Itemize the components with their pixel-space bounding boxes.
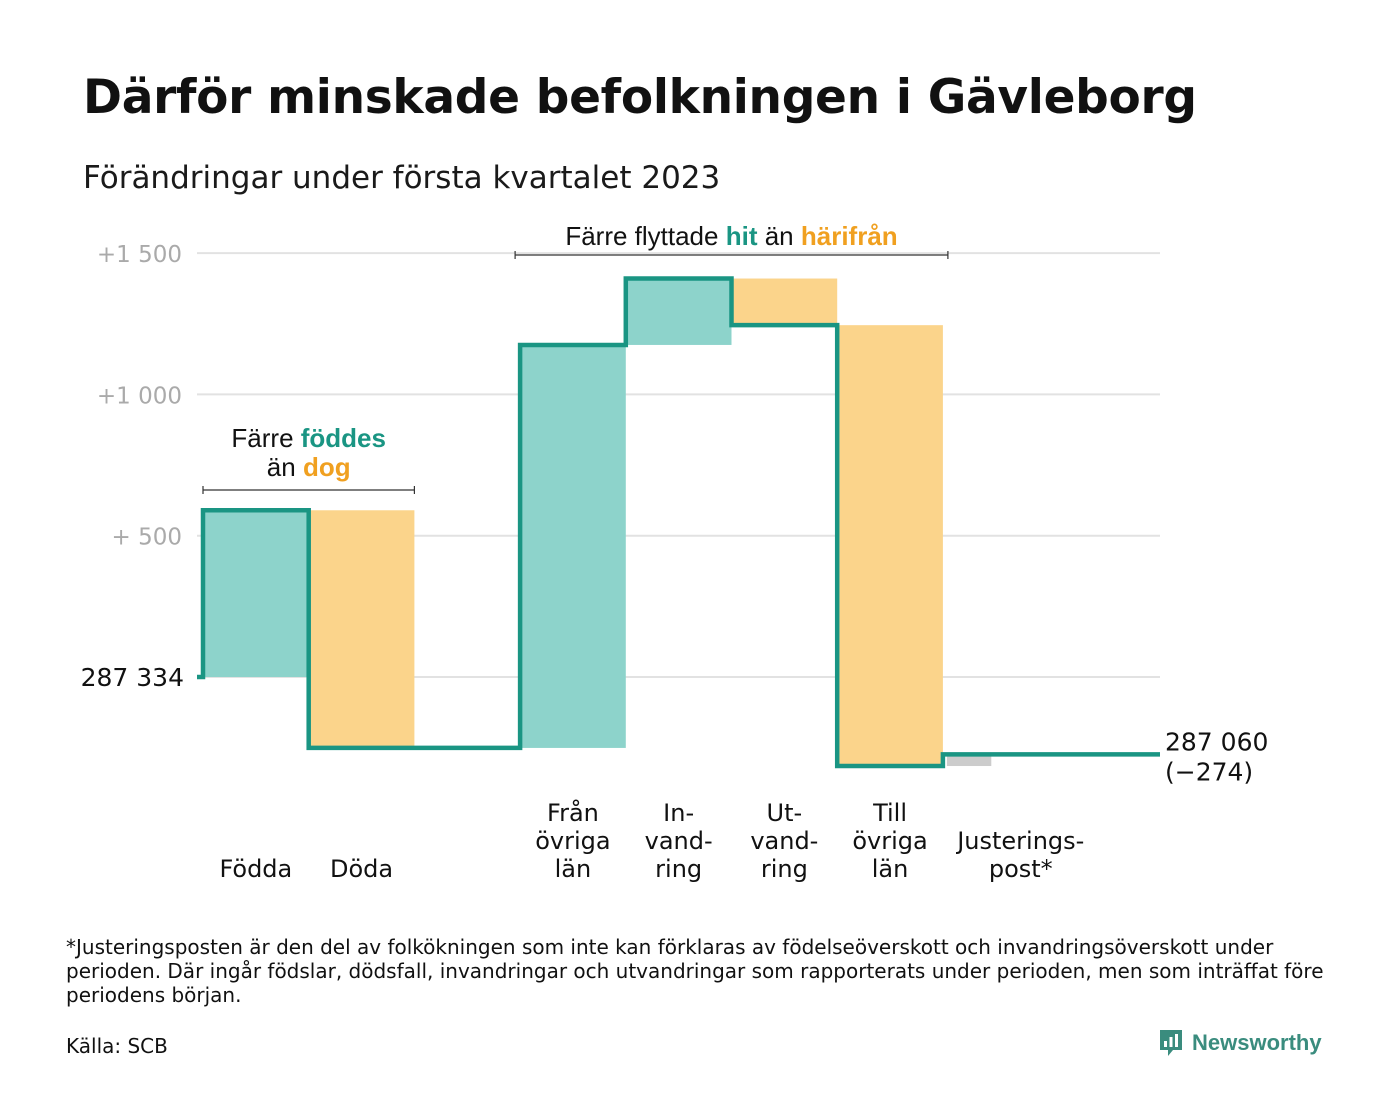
bar-out [837,325,943,767]
category-label: Ut- [767,799,803,827]
source-note: Källa: SCB [66,1034,168,1058]
end-value-label: 287 060 [1165,727,1268,756]
category-label: övriga [535,827,610,855]
y-tick-label: + 500 [112,525,182,551]
chart-title: Därför minskade befolkningen i Gävleborg [83,70,1197,125]
start-value-label: 287 334 [81,663,184,692]
y-tick-label: +1 500 [97,242,182,268]
category-label: Justerings- [955,827,1084,855]
bar-out [731,278,838,326]
annotation-span: än [757,221,800,251]
annotation-text: Färre flyttade hit än härifrån [565,221,897,251]
waterfall-chart: +1 500 +1 000 + 500 287 334 287 060(−274) Fö… [81,221,1269,883]
category-label: Döda [330,855,393,883]
annotation-span: föddes [301,423,386,453]
category-label: ring [761,855,808,883]
annotation-span: Färre flyttade [565,221,725,251]
annotation-span: än [267,452,303,482]
annotation-span: hit [726,221,758,251]
step-line [197,276,1160,769]
category-label: län [555,855,592,883]
bar-in [625,278,732,345]
category-label: vand- [750,827,818,855]
bar-adjust [946,754,992,767]
category-label: övriga [852,827,927,855]
footnote: *Justeringsposten är den del av folkökni… [66,935,1324,1007]
annotation-span: Färre [231,423,300,453]
cumulative-step-line [197,276,1160,769]
annotation-span: dog [303,452,351,482]
category-label: Till [872,799,907,827]
category-label: vand- [645,827,713,855]
brand-name: Newsworthy [1192,1030,1322,1055]
brand-logo: Newsworthy [1158,1028,1322,1058]
bar-out [308,510,415,748]
annotation-text: än dog [267,452,351,482]
bar-in [520,344,626,748]
y-tick-label: +1 000 [97,383,182,409]
annotation-span: härifrån [801,221,898,251]
category-label: Födda [219,855,292,883]
bar-in [203,510,309,677]
end-change-label: (−274) [1165,757,1253,786]
category-label: post* [989,855,1053,883]
bar-chart-speech-icon [1160,1030,1182,1056]
chart-subtitle: Förändringar under första kvartalet 2023 [83,160,721,196]
category-label: ring [655,855,702,883]
category-label: län [872,855,909,883]
category-label: Från [547,798,599,827]
category-label: In- [663,799,694,827]
bars [203,278,992,767]
annotation-text: Färre föddes [231,423,386,453]
